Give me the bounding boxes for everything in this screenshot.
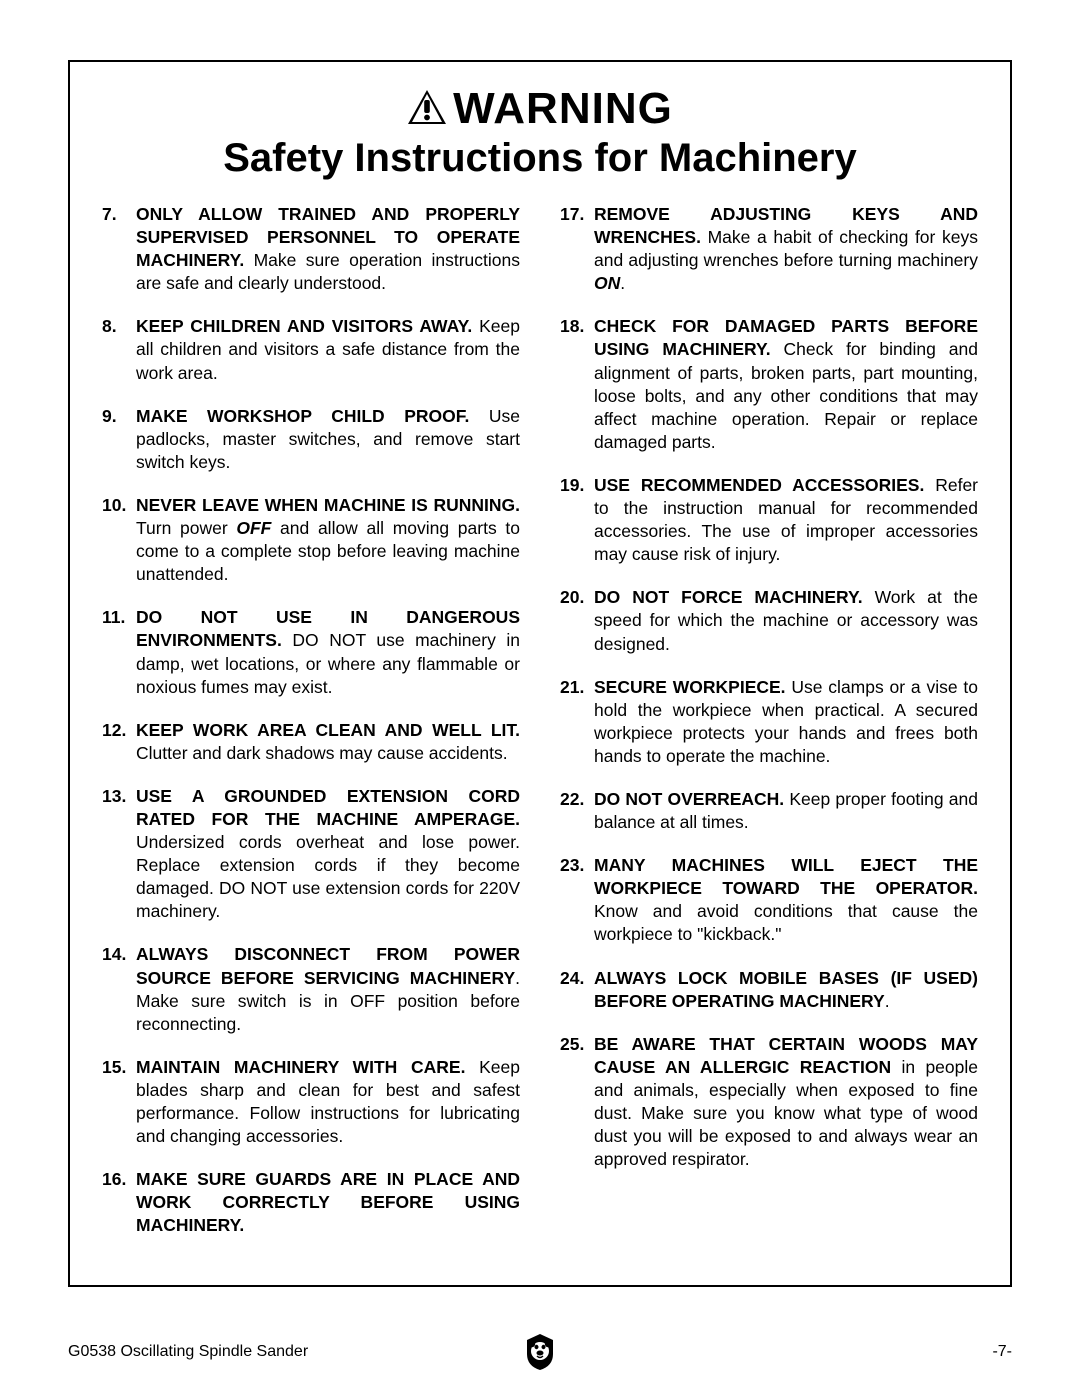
columns: 7.ONLY ALLOW TRAINED AND PROPERLY SUPERV… [102,203,978,1257]
item-number: 20. [560,586,594,655]
list-item: 8.KEEP CHILDREN AND VISITORS AWAY. Keep … [102,315,520,384]
item-body: DO NOT USE IN DANGEROUS ENVIRONMENTS. DO… [136,606,520,698]
left-column: 7.ONLY ALLOW TRAINED AND PROPERLY SUPERV… [102,203,520,1257]
item-body: MAINTAIN MACHINERY WITH CARE. Keep blade… [136,1056,520,1148]
item-body: ONLY ALLOW TRAINED AND PROPERLY SUPERVIS… [136,203,520,295]
text-segment: . [885,991,890,1011]
item-number: 16. [102,1168,136,1237]
text-segment: MAINTAIN MACHINERY WITH CARE. [136,1057,465,1077]
text-segment: Know and avoid conditions that cause the… [594,901,978,944]
item-body: DO NOT FORCE MACHINERY. Work at the spee… [594,586,978,655]
warning-text: WARNING [453,84,673,133]
list-item: 23.MANY MACHINES WILL EJECT THE WORKPIEC… [560,854,978,946]
text-segment: KEEP WORK AREA CLEAN AND WELL LIT. [136,720,520,740]
text-segment: OFF [236,518,271,538]
item-number: 18. [560,315,594,454]
text-segment: KEEP CHILDREN AND VISITORS AWAY. [136,316,472,336]
footer-logo-icon [523,1332,557,1372]
subtitle: Safety Instructions for Machinery [102,136,978,181]
text-segment: MAKE SURE GUARDS ARE IN PLACE AND WORK C… [136,1169,520,1235]
item-body: CHECK FOR DAMAGED PARTS BEFORE USING MAC… [594,315,978,454]
item-body: MAKE SURE GUARDS ARE IN PLACE AND WORK C… [136,1168,520,1237]
list-item: 19.USE RECOMMENDED ACCESSORIES. Refer to… [560,474,978,566]
item-number: 8. [102,315,136,384]
item-body: ALWAYS LOCK MOBILE BASES (IF USED) BEFOR… [594,967,978,1013]
list-item: 18.CHECK FOR DAMAGED PARTS BEFORE USING … [560,315,978,454]
item-body: BE AWARE THAT CERTAIN WOODS MAY CAUSE AN… [594,1033,978,1172]
item-number: 25. [560,1033,594,1172]
list-item: 11.DO NOT USE IN DANGEROUS ENVIRONMENTS.… [102,606,520,698]
item-body: ALWAYS DISCONNECT FROM POWER SOURCE BEFO… [136,943,520,1035]
item-body: NEVER LEAVE WHEN MACHINE IS RUNNING. Tur… [136,494,520,586]
text-segment: MANY MACHINES WILL EJECT THE WORKPIECE T… [594,855,978,898]
item-number: 7. [102,203,136,295]
list-item: 20.DO NOT FORCE MACHINERY. Work at the s… [560,586,978,655]
list-item: 10.NEVER LEAVE WHEN MACHINE IS RUNNING. … [102,494,520,586]
item-body: MAKE WORKSHOP CHILD PROOF. Use padlocks,… [136,405,520,474]
item-number: 12. [102,719,136,765]
text-segment: Clutter and dark shadows may cause accid… [136,743,508,763]
right-column: 17.REMOVE ADJUSTING KEYS AND WRENCHES. M… [560,203,978,1257]
item-body: USE RECOMMENDED ACCESSORIES. Refer to th… [594,474,978,566]
item-number: 24. [560,967,594,1013]
list-item: 25.BE AWARE THAT CERTAIN WOODS MAY CAUSE… [560,1033,978,1172]
text-segment: DO NOT OVERREACH. [594,789,784,809]
list-item: 12.KEEP WORK AREA CLEAN AND WELL LIT. Cl… [102,719,520,765]
item-number: 17. [560,203,594,295]
list-item: 9.MAKE WORKSHOP CHILD PROOF. Use padlock… [102,405,520,474]
list-item: 21.SECURE WORKPIECE. Use clamps or a vis… [560,676,978,768]
item-body: USE A GROUNDED EXTENSION CORD RATED FOR … [136,785,520,924]
item-number: 21. [560,676,594,768]
text-segment: MAKE WORKSHOP CHILD PROOF. [136,406,469,426]
item-number: 19. [560,474,594,566]
content-box: WARNING Safety Instructions for Machiner… [68,60,1012,1287]
warning-heading: WARNING [102,84,978,134]
item-body: SECURE WORKPIECE. Use clamps or a vise t… [594,676,978,768]
list-item: 22.DO NOT OVERREACH. Keep proper footing… [560,788,978,834]
list-item: 15.MAINTAIN MACHINERY WITH CARE. Keep bl… [102,1056,520,1148]
text-segment: ALWAYS DISCONNECT FROM POWER SOURCE BEFO… [136,944,520,987]
item-number: 22. [560,788,594,834]
page: WARNING Safety Instructions for Machiner… [0,0,1080,1327]
item-number: 11. [102,606,136,698]
page-footer: G0538 Oscillating Spindle Sander -7- [68,1343,1012,1361]
text-segment: Turn power [136,518,236,538]
warning-triangle-icon [407,89,447,125]
item-body: MANY MACHINES WILL EJECT THE WORKPIECE T… [594,854,978,946]
item-body: KEEP WORK AREA CLEAN AND WELL LIT. Clutt… [136,719,520,765]
list-item: 16.MAKE SURE GUARDS ARE IN PLACE AND WOR… [102,1168,520,1237]
item-number: 14. [102,943,136,1035]
text-segment: Undersized cords overheat and lose power… [136,832,520,921]
text-segment: USE A GROUNDED EXTENSION CORD RATED FOR … [136,786,520,829]
text-segment: DO NOT FORCE MACHINERY. [594,587,863,607]
text-segment: NEVER LEAVE WHEN MACHINE IS RUNNING. [136,495,520,515]
item-number: 15. [102,1056,136,1148]
list-item: 7.ONLY ALLOW TRAINED AND PROPERLY SUPERV… [102,203,520,295]
text-segment: SECURE WORKPIECE. [594,677,786,697]
text-segment: ON [594,273,620,293]
text-segment: USE RECOMMENDED ACCESSORIES. [594,475,924,495]
item-number: 23. [560,854,594,946]
footer-left: G0538 Oscillating Spindle Sander [68,1343,308,1361]
text-segment: . [620,273,625,293]
footer-right: -7- [992,1343,1012,1361]
item-number: 13. [102,785,136,924]
list-item: 14.ALWAYS DISCONNECT FROM POWER SOURCE B… [102,943,520,1035]
list-item: 24.ALWAYS LOCK MOBILE BASES (IF USED) BE… [560,967,978,1013]
item-body: KEEP CHILDREN AND VISITORS AWAY. Keep al… [136,315,520,384]
item-number: 9. [102,405,136,474]
item-body: DO NOT OVERREACH. Keep proper footing an… [594,788,978,834]
text-segment: ALWAYS LOCK MOBILE BASES (IF USED) BEFOR… [594,968,978,1011]
list-item: 13.USE A GROUNDED EXTENSION CORD RATED F… [102,785,520,924]
item-body: REMOVE ADJUSTING KEYS AND WRENCHES. Make… [594,203,978,295]
item-number: 10. [102,494,136,586]
list-item: 17.REMOVE ADJUSTING KEYS AND WRENCHES. M… [560,203,978,295]
